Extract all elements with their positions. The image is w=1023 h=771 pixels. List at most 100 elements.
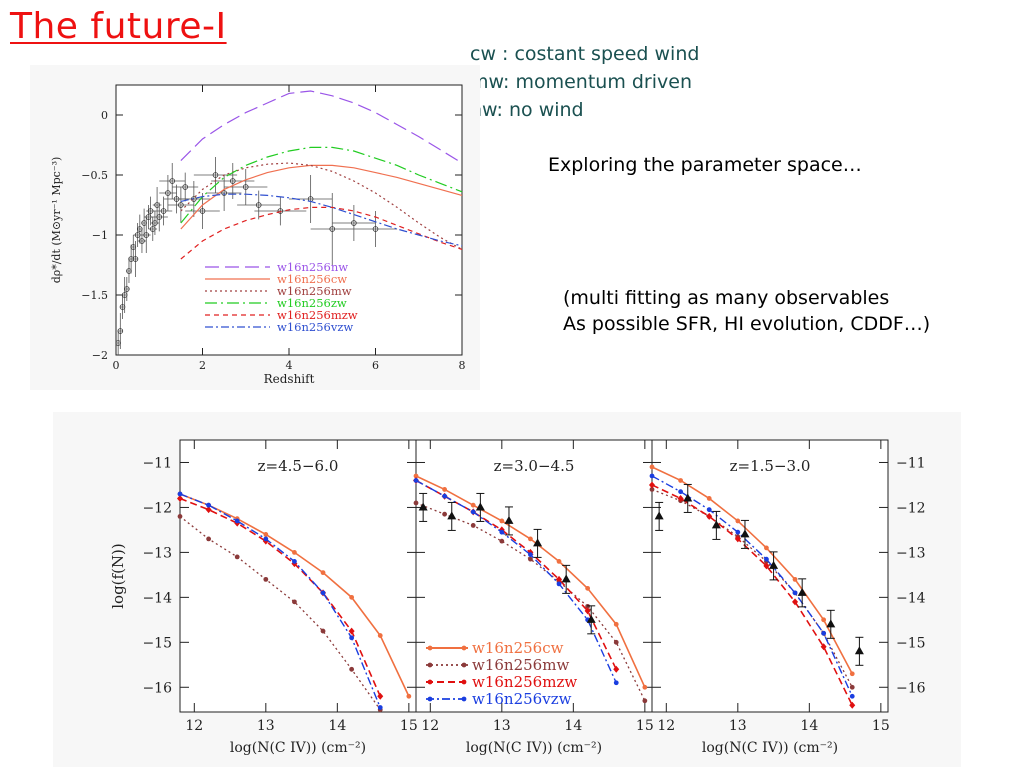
cddf-x-tick-label: 13 [729, 718, 747, 734]
cddf-series-point-w16n256mw [292, 599, 297, 605]
cddf-series-point-w16n256mzw [734, 535, 741, 543]
note-multi-fitting-line-2: As possible SFR, HI evolution, CDDF…) [563, 313, 931, 335]
sfr-y-tick-label: −2 [92, 349, 108, 362]
cddf-series-point-w16n256mzw [348, 627, 355, 635]
cddf-x-label: log(N(C IV)) (cm⁻²) [466, 740, 602, 756]
cddf-legend-label: w16n256vzw [472, 690, 572, 708]
cddf-series-point-w16n256mzw [177, 494, 183, 502]
cddf-x-tick-label: 13 [493, 718, 511, 734]
sfr-x-tick-label: 6 [372, 359, 379, 372]
sfr-observation-point [332, 205, 376, 241]
cddf-series-point-w16n256vzw [706, 507, 712, 513]
cddf-series-point-w16n256mw [499, 538, 505, 544]
slide-title: The future-I [10, 6, 227, 47]
cddf-series-point-w16n256vzw [263, 536, 269, 542]
cddf-legend-marker [461, 696, 467, 702]
cddf-series-point-w16n256vzw [678, 489, 684, 495]
cddf-y-tick-label-right: −13 [896, 545, 926, 561]
cddf-legend-label: w16n256cw [472, 639, 564, 657]
cddf-series-point-w16n256vzw [613, 680, 619, 686]
definition-cw: cw : costant speed wind [470, 43, 700, 65]
sfr-observation-point [224, 169, 268, 205]
sfr-legend-label: w16n256vzw [277, 320, 353, 334]
cddf-y-tick-label-left: −11 [142, 455, 172, 471]
cddf-y-tick-label-left: −16 [142, 680, 172, 696]
cddf-panel-3: 12 13 14 15 log(N(C IV)) (cm⁻²) z=1.5−3.0 [649, 439, 890, 756]
cddf-series-point-w16n256vzw [470, 509, 476, 515]
sfr-observation-point [124, 277, 130, 301]
cddf-series-point-w16n256cw [792, 576, 798, 582]
cddf-series-point-w16n256vzw [649, 473, 655, 479]
sfr-plot-frame [115, 84, 463, 356]
cddf-series-point-w16n256cw [499, 518, 505, 524]
cddf-legend-marker [461, 662, 467, 668]
cddf-y-tick-label-right: −15 [896, 635, 926, 651]
cddf-x-tick-label: 14 [800, 718, 818, 734]
sfr-y-tick-label: −1.5 [81, 289, 108, 302]
sfr-observation-point [132, 241, 139, 277]
sfr-legend-label: w16n256zw [277, 296, 347, 310]
sfr-series-line-w16n256zw [180, 146, 463, 224]
cddf-series-point-w16n256cw [528, 536, 533, 542]
cddf-panel-label: z=1.5−3.0 [730, 457, 811, 475]
cddf-series-point-w16n256vzw [442, 493, 448, 499]
sfr-series-line-w16n256vzw [180, 193, 463, 247]
cddf-x-label: log(N(C IV)) (cm⁻²) [702, 740, 838, 756]
cddf-series-point-w16n256cw [442, 487, 448, 492]
cddf-series-point-w16n256vzw [349, 635, 355, 641]
sfr-observation-point [117, 313, 124, 349]
cddf-series-point-w16n256cw [649, 464, 655, 470]
sfr-observation-point [237, 190, 281, 220]
cddf-series-point-w16n256mw [849, 684, 855, 690]
sfr-observation-point [148, 217, 158, 241]
cddf-x-tick-label: 14 [328, 718, 346, 734]
sfr-y-tick-label: −1 [92, 229, 108, 242]
cddf-series-point-w16n256cw [320, 570, 326, 576]
cddf-series-point-w16n256cw [764, 545, 769, 551]
note-parameter-space: Exploring the parameter space… [548, 154, 862, 176]
cddf-observation-point [533, 528, 543, 558]
cddf-series-line-w16n256vzw [651, 475, 853, 697]
definition-mw: mw: momentum driven [470, 71, 692, 93]
cddf-series-point-w16n256vzw [528, 552, 533, 558]
note-multi-fitting-line-1: (multi fitting as many observables [563, 287, 890, 309]
cddf-x-tick-label: 12 [657, 718, 675, 734]
sfr-y-tick-label: 0 [101, 109, 108, 122]
note-multi-fitting: (multi fitting as many observables As po… [563, 285, 930, 337]
sfr-chart: 0 2 4 6 8 0 −0.5 −1 −1.5 −2 Redshift dρ*/dt (M⊙yr⁻¹… [50, 84, 466, 386]
cddf-series-point-w16n256mzw [556, 575, 563, 583]
cddf-series-point-w16n256cw [678, 478, 684, 483]
cddf-observation-point [447, 501, 457, 531]
cddf-series-point-w16n256mw [349, 666, 355, 672]
cddf-y-tick-label-left: −15 [142, 635, 172, 651]
sfr-series-line-w16n256mzw [180, 206, 463, 260]
sfr-legend-label: w16n256nw [277, 260, 348, 274]
sfr-observation-point [185, 193, 220, 229]
cddf-observation-point [769, 551, 779, 581]
cddf-series-point-w16n256vzw [556, 581, 562, 587]
cddf-observation-point [418, 492, 428, 522]
cddf-y-label: log(f(N)) [109, 543, 127, 609]
cddf-panel-frame [651, 439, 889, 713]
cddf-observation-point [740, 519, 750, 549]
cddf-series-point-w16n256mzw [763, 562, 770, 570]
cddf-series-point-w16n256mw [528, 556, 533, 562]
sfr-x-tick-label: 2 [199, 359, 206, 372]
cddf-series-line-w16n256vzw [179, 493, 381, 708]
cddf-observation-point [504, 506, 514, 536]
cddf-series-point-w16n256mzw [820, 643, 827, 651]
cddf-panel-label: z=4.5−6.0 [258, 457, 339, 475]
sfr-observation-point [193, 157, 238, 193]
cddf-legend-marker [427, 645, 433, 651]
cddf-series-point-w16n256mw [613, 639, 619, 645]
sfr-legend-label: w16n256cw [277, 272, 347, 286]
cddf-x-tick-label: 14 [564, 718, 582, 734]
cddf-series-point-w16n256cw [406, 693, 412, 699]
cddf-series-point-w16n256cw [735, 518, 741, 524]
sfr-observation-point [154, 196, 173, 226]
sfr-x-tick-label: 4 [286, 359, 293, 372]
cddf-series-point-w16n256mw [649, 487, 655, 492]
sfr-observation-point [211, 163, 255, 199]
cddf-legend-label: w16n256mw [472, 656, 569, 674]
cddf-series-point-w16n256mw [413, 500, 419, 506]
